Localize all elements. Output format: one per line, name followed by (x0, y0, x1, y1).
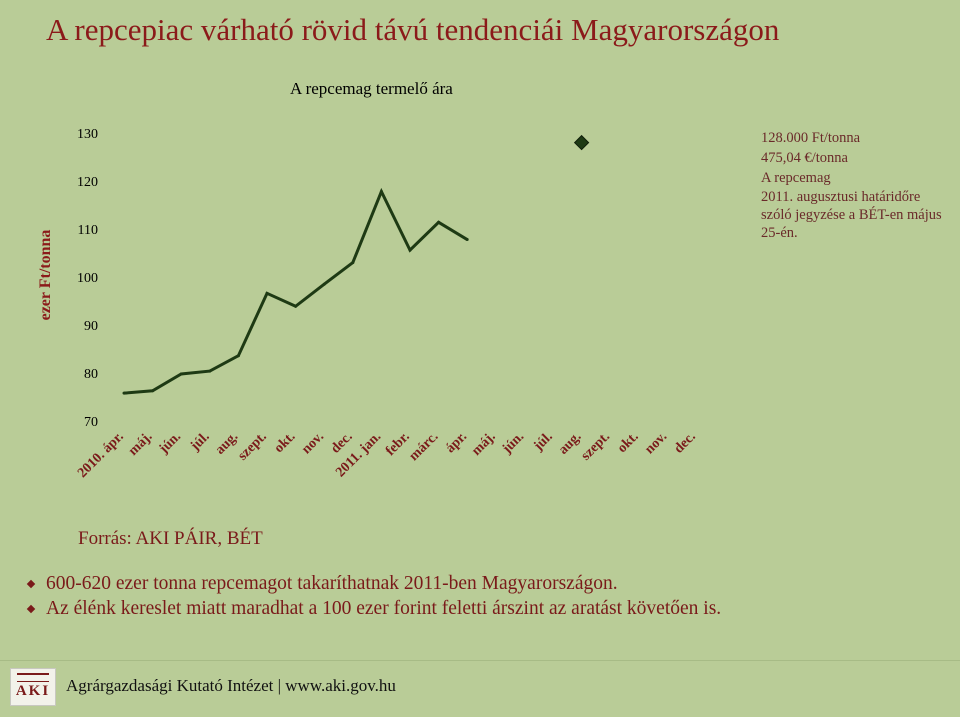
x-tick-label: dec. (671, 429, 698, 456)
y-tick-label: 130 (77, 127, 98, 142)
x-tick-label: 2010. ápr. (75, 429, 127, 481)
footer-bar (0, 660, 960, 717)
y-tick-label: 90 (84, 319, 98, 334)
x-tick-label: ápr. (443, 429, 470, 456)
x-tick-label: máj. (469, 429, 499, 459)
x-tick-label: okt. (272, 429, 299, 456)
note-description: 2011. augusztusi határidőre szóló jegyzé… (761, 189, 942, 241)
logo-text: AKI (15, 683, 51, 699)
futures-note: 128.000 Ft/tonna 475,04 €/tonna A repcem… (761, 128, 951, 242)
x-tick-label: nov. (299, 429, 327, 457)
data-point (236, 354, 240, 358)
series-line (123, 187, 468, 395)
y-tick-label: 120 (77, 175, 98, 190)
y-tick-label: 80 (84, 367, 98, 382)
diamond-bullet-icon (26, 604, 36, 614)
data-point (294, 304, 298, 308)
data-point (465, 238, 469, 242)
x-tick-label: márc. (407, 429, 442, 464)
data-point (151, 389, 155, 393)
x-tick-label: okt. (615, 429, 642, 456)
bullet-item: Az élénk kereslet miatt maradhat a 100 e… (26, 598, 722, 620)
bullet-text: 600-620 ezer tonna repcemagot takaríthat… (46, 573, 618, 594)
data-point (408, 248, 412, 252)
data-point (322, 282, 326, 286)
x-tick-label: szept. (579, 429, 614, 464)
data-point (122, 391, 126, 395)
y-tick-label: 100 (77, 271, 98, 286)
bullet-text: Az élénk kereslet miatt maradhat a 100 e… (46, 598, 722, 619)
bullet-list: 600-620 ezer tonna repcemagot takaríthat… (26, 573, 722, 623)
futures-marker (573, 134, 590, 151)
footer-text: Agrárgazdasági Kutató Intézet | www.aki.… (66, 676, 396, 695)
x-tick-label: nov. (642, 429, 670, 457)
data-point (379, 190, 383, 194)
note-product: A repcemag (761, 170, 831, 186)
data-point (437, 220, 441, 224)
y-tick-label: 70 (84, 415, 98, 430)
x-axis: 2010. ápr. máj. jún. júl. aug.szept. okt. nov.… (75, 429, 699, 481)
x-tick-label: máj. (126, 429, 156, 459)
x-tick-label: szept. (235, 429, 270, 464)
chart-title: A repcemag termelő ára (290, 79, 453, 98)
y-tick-label: 110 (78, 223, 98, 238)
x-tick-label: júl. (530, 429, 555, 454)
data-point (265, 291, 269, 295)
x-tick-label: jún. (156, 429, 184, 457)
diamond-bullet-icon (26, 579, 36, 589)
note-price-eur: 475,04 €/tonna (761, 150, 848, 166)
series-group (122, 134, 590, 395)
x-tick-label: júl. (187, 429, 212, 454)
y-axis: 70 80 90 100 110 120 130 (77, 127, 98, 430)
source-text: Forrás: AKI PÁIR, BÉT (78, 528, 263, 549)
logo-roof-icon (17, 673, 49, 682)
slide-title: A repcepiac várható rövid távú tendenciá… (46, 12, 780, 47)
x-tick-label: jún. (499, 429, 527, 457)
bullet-item: 600-620 ezer tonna repcemagot takaríthat… (26, 573, 721, 595)
note-price-huf: 128.000 Ft/tonna (761, 130, 861, 146)
data-point (351, 261, 355, 265)
data-point (208, 369, 212, 373)
aki-logo: AKI (10, 668, 56, 706)
data-point (179, 372, 183, 376)
